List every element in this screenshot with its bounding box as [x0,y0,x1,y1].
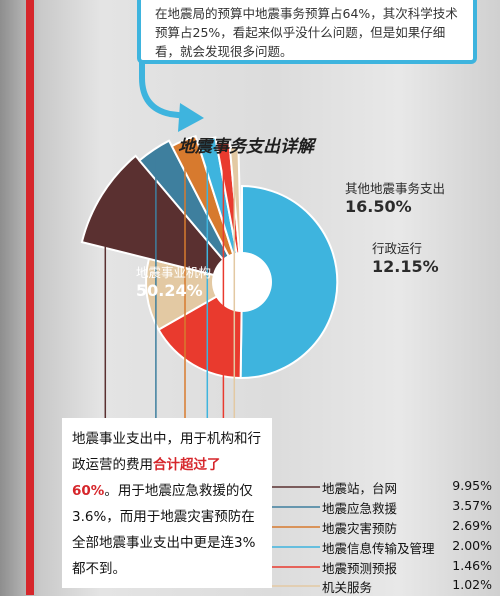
note-text-1: 地震事业支出中，用于机构和行政运营的费用 [72,431,261,473]
note-box: 地震事业支出中，用于机构和行政运营的费用合计超过了60%。用于地震应急救援的仅3… [62,418,272,588]
slice-label-other: 其他地震事务支出 16.50% [345,178,445,216]
pie-slice [196,136,243,283]
chart-title: 地震事务支出详解 [178,137,314,157]
arrow-icon [139,60,204,132]
note-text-2: 。用于地震应急救援的仅3.6%，而用于地震灾害预防在全部地震事业支出中更是连3%… [72,483,256,577]
pie-center-hole [212,252,272,312]
note-highlight: 合计超过了60% [72,457,221,499]
slice-label-value: 50.24% [136,281,203,300]
slice-label-admin: 行政运行 12.15% [372,238,439,276]
pie-slice [228,145,243,283]
decorative-red-bar [26,0,34,595]
intro-text: 在地震局的预算中地震事务预算占64%，其次科学技术预算占25%，看起来似乎没什么… [155,6,458,59]
intro-text-box: 在地震局的预算中地震事务预算占64%，其次科学技术预算占25%，看起来似乎没什么… [137,0,477,64]
pie-slice [80,154,245,284]
pie-slice [137,139,243,283]
slice-label-name: 地震事业机构 [136,265,212,280]
pie-slice [239,184,339,380]
slice-label-main: 地震事业机构 50.24% [136,262,211,300]
slice-label-name: 其他地震事务支出 [345,181,446,196]
slice-label-name: 行政运行 [372,241,423,256]
slice-label-value: 16.50% [345,197,412,216]
slice-label-value: 12.15% [372,257,439,276]
